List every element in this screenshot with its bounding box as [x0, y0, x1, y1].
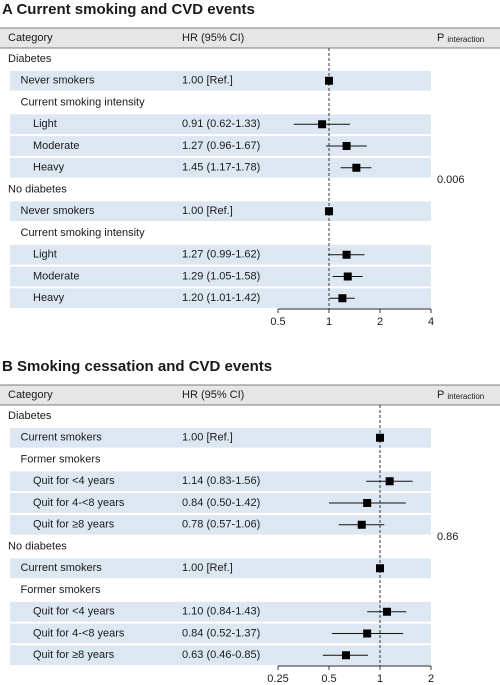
row-shade: [10, 645, 431, 666]
x-tick-label: 1: [377, 673, 383, 685]
panel-title: A Current smoking and CVD events: [2, 1, 255, 18]
row-label: Quit for <4 years: [33, 475, 115, 487]
hr-ci-label: 1.00 [Ref.]: [182, 205, 233, 217]
x-tick-label: 4: [428, 316, 434, 328]
row-label: Quit for 4-<8 years: [33, 627, 125, 639]
x-tick-label: 0.25: [267, 673, 288, 685]
row-shade: [10, 427, 431, 448]
hr-marker: [342, 250, 351, 259]
row-shade: [10, 244, 431, 265]
row-label: Current smokers: [21, 562, 103, 574]
p-value: 0.006: [437, 174, 465, 186]
row-label: Never smokers: [21, 205, 95, 217]
row-shade: [10, 558, 431, 579]
hr-ci-label: 1.14 (0.83-1.56): [182, 475, 260, 487]
hr-marker: [352, 163, 361, 172]
row-label: Light: [33, 249, 57, 261]
hr-marker: [383, 607, 392, 616]
row-label: Quit for ≥8 years: [33, 519, 115, 531]
p-subscript: interaction: [447, 35, 484, 44]
hr-marker: [357, 520, 366, 529]
row-shade: [10, 493, 431, 513]
hr-ci-label: 1.10 (0.84-1.43): [182, 606, 260, 618]
group-label: No diabetes: [8, 540, 67, 552]
row-shade: [10, 157, 431, 178]
p-value: 0.86: [437, 531, 458, 543]
hr-marker: [363, 629, 372, 638]
row-label: Moderate: [33, 140, 79, 152]
hr-ci-label: 0.84 (0.52-1.37): [182, 627, 260, 639]
row-label: Quit for <4 years: [33, 606, 115, 618]
hr-marker: [325, 76, 333, 85]
row-shade: [10, 114, 431, 135]
row-label: Quit for ≥8 years: [33, 649, 115, 661]
hr-marker: [325, 207, 333, 216]
group-label: Diabetes: [8, 410, 52, 422]
row-label: Moderate: [33, 270, 79, 282]
hr-marker: [376, 433, 384, 442]
row-label: Former smokers: [21, 584, 102, 596]
hr-ci-label: 1.27 (0.96-1.67): [182, 140, 260, 152]
x-tick-label: 2: [428, 673, 434, 685]
row-label: Heavy: [33, 162, 65, 174]
hr-marker: [338, 294, 347, 303]
x-tick-label: 1: [326, 316, 332, 328]
hr-marker: [363, 499, 372, 507]
x-tick-label: 0.5: [321, 673, 336, 685]
hr-ci-label: 0.84 (0.50-1.42): [182, 497, 260, 509]
hr-ci-label: 1.00 [Ref.]: [182, 432, 233, 444]
column-header: Category: [8, 389, 53, 401]
row-label: Former smokers: [21, 453, 102, 465]
row-shade: [10, 471, 431, 492]
group-label: Diabetes: [8, 53, 52, 65]
row-shade: [10, 136, 431, 156]
row-shade: [10, 514, 431, 535]
row-shade: [10, 201, 431, 222]
column-header: HR (95% CI): [182, 389, 244, 401]
hr-marker: [342, 142, 351, 150]
x-tick-label: 0.5: [270, 316, 285, 328]
p-symbol: P: [437, 32, 444, 44]
row-label: Current smoking intensity: [21, 96, 146, 108]
hr-marker: [342, 651, 351, 660]
hr-ci-label: 0.91 (0.62-1.33): [182, 118, 260, 130]
hr-marker: [385, 477, 394, 486]
hr-ci-label: 0.78 (0.57-1.06): [182, 519, 260, 531]
hr-ci-label: 1.27 (0.99-1.62): [182, 249, 260, 261]
row-shade: [10, 70, 431, 91]
row-shade: [10, 601, 431, 622]
row-shade: [10, 266, 431, 287]
hr-ci-label: 1.20 (1.01-1.42): [182, 292, 260, 304]
row-label: Current smokers: [21, 432, 103, 444]
row-label: Quit for 4-<8 years: [33, 497, 125, 509]
p-subscript: interaction: [447, 392, 484, 401]
hr-marker: [318, 120, 327, 129]
row-shade: [10, 623, 431, 644]
hr-ci-label: 1.45 (1.17-1.78): [182, 162, 260, 174]
hr-marker: [376, 564, 384, 573]
row-label: Current smoking intensity: [21, 227, 146, 239]
panel-title: B Smoking cessation and CVD events: [2, 358, 272, 375]
hr-ci-label: 1.29 (1.05-1.58): [182, 270, 260, 282]
row-label: Never smokers: [21, 75, 95, 87]
x-tick-label: 2: [377, 316, 383, 328]
column-header: Category: [8, 32, 53, 44]
row-label: Heavy: [33, 292, 65, 304]
hr-ci-label: 1.00 [Ref.]: [182, 562, 233, 574]
row-shade: [10, 288, 431, 309]
p-symbol: P: [437, 389, 444, 401]
group-label: No diabetes: [8, 183, 67, 195]
hr-marker: [343, 272, 352, 281]
hr-ci-label: 1.00 [Ref.]: [182, 75, 233, 87]
row-label: Light: [33, 118, 57, 130]
column-header: HR (95% CI): [182, 32, 244, 44]
header-background: [0, 385, 500, 405]
header-background: [0, 28, 500, 48]
hr-ci-label: 0.63 (0.46-0.85): [182, 649, 260, 661]
